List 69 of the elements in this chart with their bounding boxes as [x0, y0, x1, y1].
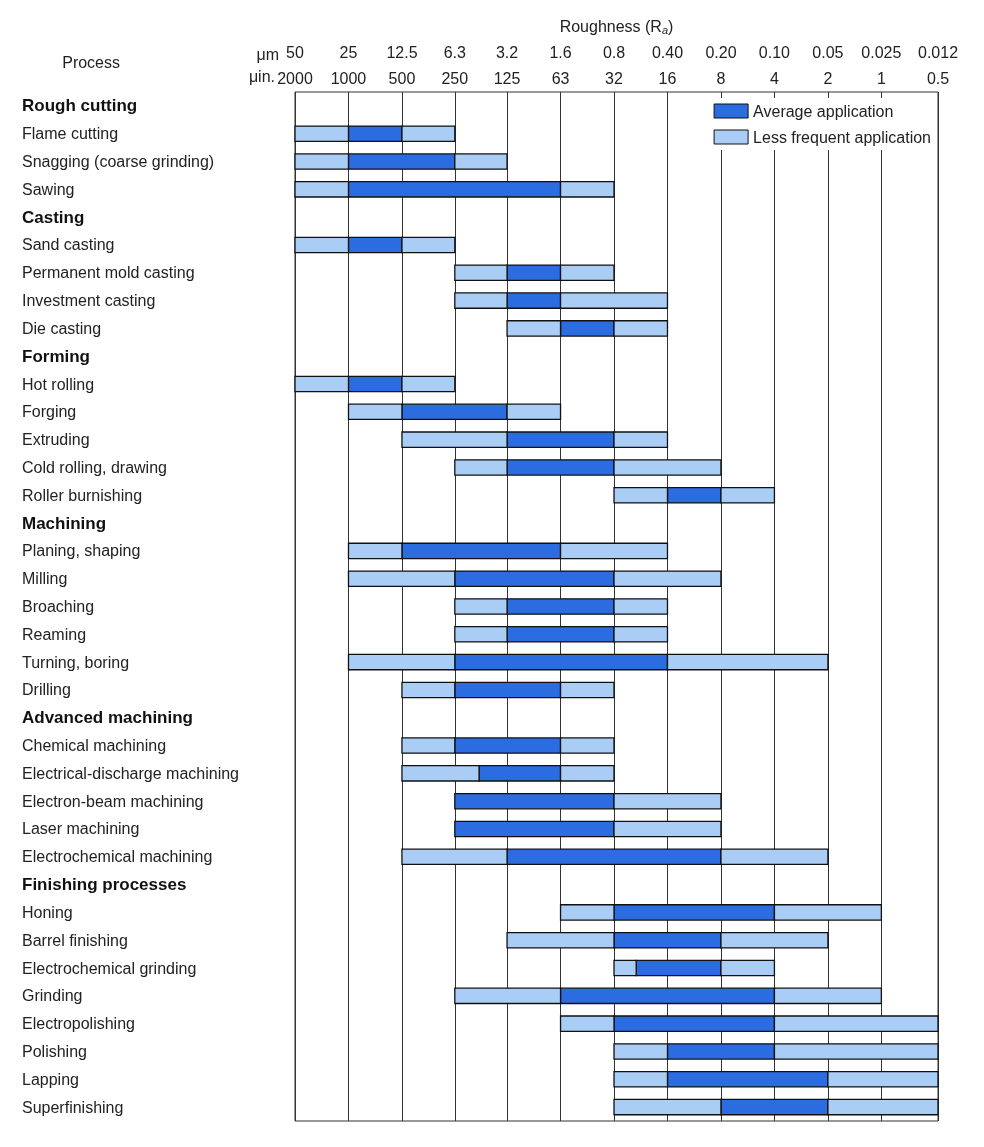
y-tick-label: Honing	[22, 903, 73, 921]
y-tick-label: Broaching	[22, 598, 95, 615]
text: 500	[388, 69, 416, 87]
text: 1	[876, 69, 886, 87]
x-tick-label: 0.025	[861, 43, 902, 61]
y-tick-label: Forging	[22, 403, 77, 421]
y-tick-label: Finishing processes	[22, 875, 187, 895]
text: 8	[716, 69, 726, 87]
y-tick-label: Roller burnishing	[22, 486, 143, 504]
legend-label: Less frequent application	[753, 128, 932, 146]
x-axis-title: Roughness (Ra)	[559, 18, 674, 36]
x-tick-label: 3.2	[495, 43, 519, 61]
text: 32	[605, 69, 624, 87]
text: μin.	[248, 67, 276, 85]
x-tick-label: 0.10	[758, 43, 791, 61]
y-tick-label: Chemical machining	[22, 737, 167, 755]
y-tick-label: Hot rolling	[22, 375, 95, 393]
y-tick-label: Sawing	[22, 180, 75, 198]
y-tick-label: Electrochemical machining	[22, 848, 213, 866]
text: 2	[823, 69, 833, 87]
y-tick-label: Electron-beam machining	[22, 792, 204, 810]
text: 125	[493, 69, 521, 87]
x-tick-label: 0.40	[651, 43, 684, 61]
y-tick-label: Advanced machining	[22, 708, 193, 728]
x-tick-label: 6.3	[443, 43, 467, 61]
x-tick-label: 0.20	[705, 43, 737, 61]
text: μm	[256, 45, 279, 63]
y-tick-label: Lapping	[22, 1070, 79, 1088]
y-axis-title: Process	[62, 53, 120, 71]
y-tick-label: Flame cutting	[22, 125, 119, 143]
y-tick-label: Barrel finishing	[22, 931, 128, 949]
y-tick-label: Rough cutting	[22, 96, 138, 116]
y-tick-label: Superfinishing	[22, 1098, 124, 1116]
x-tick-label: 0.05	[812, 43, 844, 61]
x-tick-label: 25	[339, 43, 358, 61]
x-tick-label: 50	[286, 43, 304, 61]
y-tick-label: Electropolishing	[22, 1015, 135, 1033]
text: 4	[769, 69, 779, 87]
y-tick-label: Forming	[22, 346, 90, 366]
y-tick-label: Electrical-discharge machining	[22, 764, 239, 782]
text: 1000	[330, 69, 367, 87]
y-tick-label: Extruding	[22, 431, 90, 449]
y-tick-label: Planing, shaping	[22, 542, 141, 560]
text: 2000	[277, 69, 313, 87]
text: 63	[551, 69, 570, 87]
y-tick-label: Polishing	[22, 1042, 87, 1060]
y-tick-label: Investment casting	[22, 292, 156, 310]
legend-label: Average application	[753, 102, 894, 120]
y-tick-label: Electrochemical grinding	[22, 959, 197, 977]
y-tick-label: Cold rolling, drawing	[22, 458, 167, 476]
y-tick-label: Milling	[22, 570, 68, 588]
x-tick-label: 12.5	[386, 43, 418, 61]
y-tick-label: Casting	[22, 207, 85, 227]
x-tick-label: 0.8	[602, 43, 626, 61]
y-tick-label: Turning, boring	[22, 653, 130, 671]
x-tick-label: 0.012	[917, 43, 959, 61]
y-tick-label: Reaming	[22, 625, 87, 643]
x-tick-label: 1.6	[549, 43, 572, 61]
y-tick-label: Laser machining	[22, 820, 140, 838]
y-tick-label: Drilling	[22, 681, 71, 699]
text: 250	[441, 69, 469, 87]
text: 0.5	[926, 69, 950, 87]
y-tick-label: Die casting	[22, 319, 102, 337]
y-tick-label: Snagging (coarse grinding)	[22, 153, 215, 171]
text: 16	[658, 69, 677, 87]
y-tick-label: Grinding	[22, 987, 83, 1005]
y-tick-label: Sand casting	[22, 236, 115, 254]
y-tick-label: Permanent mold casting	[22, 264, 195, 282]
y-tick-label: Machining	[22, 513, 107, 533]
